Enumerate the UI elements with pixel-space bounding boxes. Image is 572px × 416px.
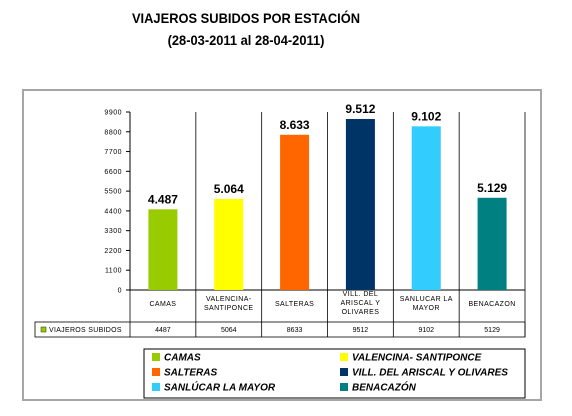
y-tick-label: 1100 <box>105 268 122 275</box>
x-category-label: SANTIPONCE <box>204 305 254 312</box>
y-tick-label: 6600 <box>104 169 122 176</box>
data-table-row-label: VIAJEROS SUBIDOS <box>49 327 122 334</box>
legend-label: BENACAZÓN <box>352 381 417 394</box>
x-category-label: CAMAS <box>149 301 176 308</box>
data-table-border <box>34 321 526 338</box>
y-tick-label: 0 <box>118 288 122 295</box>
legend-label: SALTERAS <box>164 368 217 379</box>
y-tick-label: 7700 <box>104 149 122 156</box>
legend-swatch <box>152 368 160 376</box>
y-tick-label: 8800 <box>104 129 122 136</box>
legend-swatch <box>152 353 160 361</box>
x-category-label: BENACAZON <box>468 301 515 308</box>
y-tick-label: 9900 <box>104 110 122 117</box>
data-table-cell: 4487 <box>155 327 171 334</box>
x-category-label: SANLUCAR LA <box>400 296 453 303</box>
y-tick-label: 2200 <box>104 248 122 255</box>
legend-label: VILL. DEL ARISCAL Y OLIVARES <box>352 368 508 379</box>
bar-value-label: 9.102 <box>411 109 441 123</box>
bar-value-label: 5.129 <box>477 181 507 195</box>
legend-label: VALENCINA- SANTIPONCE <box>352 353 482 364</box>
chart-title-line1: VIAJEROS SUBIDOS POR ESTACIÓN <box>131 10 361 26</box>
bar-2 <box>214 198 244 290</box>
bar-value-label: 8.633 <box>280 118 310 132</box>
data-table-key-swatch <box>40 326 47 333</box>
bar-3 <box>280 134 310 290</box>
legend-label: CAMAS <box>164 353 201 364</box>
data-table-cell: 9512 <box>353 327 369 334</box>
data-table-cell: 5129 <box>484 327 500 334</box>
x-category-label: ARISCAL Y <box>341 300 381 307</box>
x-category-label: VALENCINA- <box>206 296 252 303</box>
x-category-label: VILL. DEL <box>343 291 379 298</box>
x-category-label: MAYOR <box>413 305 440 312</box>
y-tick-label: 3300 <box>104 228 122 235</box>
y-tick-label: 4400 <box>104 208 122 215</box>
chart-title-line2: (28-03-2011 al 28-04-2011) <box>167 32 325 48</box>
legend-label: SANLÚCAR LA MAYOR <box>164 381 276 394</box>
bar-value-label: 4.487 <box>148 192 178 206</box>
legend-swatch <box>340 353 348 361</box>
bar-value-label: 5.064 <box>214 182 244 196</box>
legend-swatch <box>340 383 348 391</box>
legend-swatch <box>152 383 160 391</box>
data-table-cell: 5064 <box>221 327 237 334</box>
data-table-cell: 8633 <box>287 327 303 334</box>
legend-swatch <box>340 368 348 376</box>
bar-value-label: 9.512 <box>345 102 375 116</box>
x-category-label: OLIVARES <box>342 309 380 316</box>
chart-frame <box>22 89 542 401</box>
bar-5 <box>411 126 441 291</box>
legend-box <box>143 348 526 399</box>
y-tick-label: 5500 <box>104 189 122 196</box>
data-table-cell: 9102 <box>418 327 434 334</box>
bar-1 <box>148 209 178 290</box>
bar-4 <box>345 118 375 290</box>
x-category-label: SALTERAS <box>275 301 314 308</box>
bar-6 <box>477 197 507 290</box>
